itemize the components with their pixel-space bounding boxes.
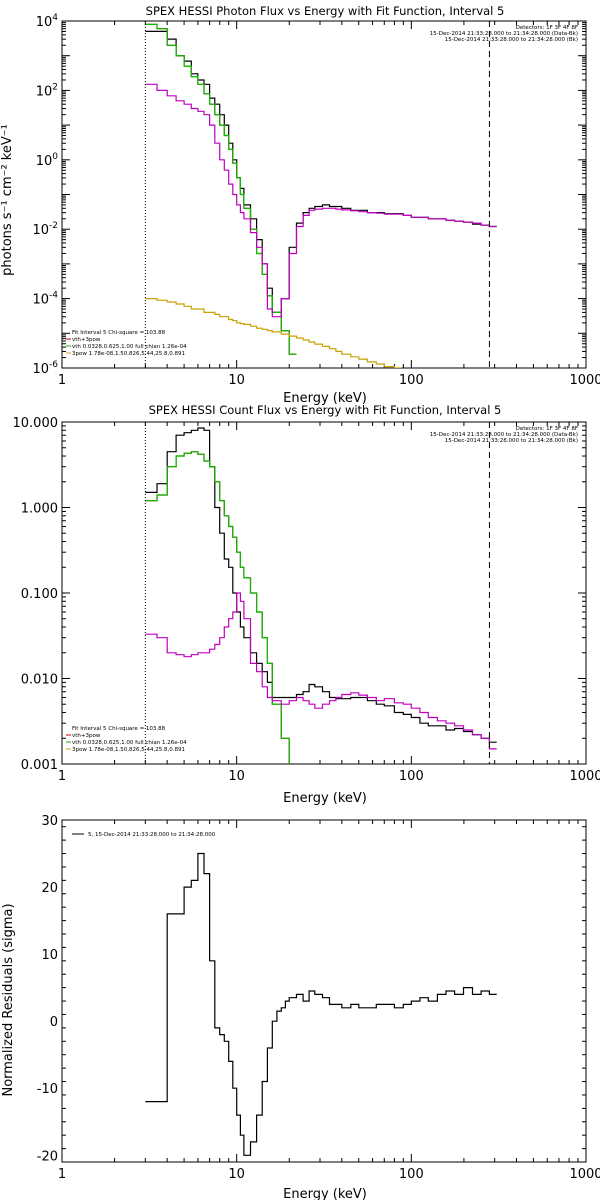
y-tick-label: 104: [36, 13, 59, 30]
y-tick-label: 20: [41, 881, 58, 896]
y-tick-label: 10-6: [32, 360, 58, 377]
y-tick-label: 1.000: [21, 502, 58, 517]
x-axis-label: Energy (keV): [283, 391, 367, 406]
plot-frame: [61, 819, 587, 1163]
x-tick-label: 100: [399, 769, 424, 784]
x-tick-label: 1: [58, 373, 66, 388]
y-tick-label: -20: [37, 1149, 58, 1164]
y-tick-label: 0.001: [21, 758, 58, 773]
series-group: [145, 427, 497, 764]
y-axis-label: Normalized Residuals (sigma): [1, 903, 16, 1096]
photon-flux-panel: SPEX HESSI Photon Flux vs Energy with Fi…: [0, 4, 600, 406]
x-axis-label: Energy (keV): [283, 1187, 367, 1200]
y-tick-label: 100: [36, 152, 59, 169]
y-axis-label: photons s⁻¹ cm⁻² keV⁻¹: [0, 124, 15, 276]
y-tick-label: 10.000: [13, 416, 59, 431]
x-tick-label: 1000: [569, 373, 600, 388]
x-tick-label: 10: [228, 373, 245, 388]
y-tick-label: 0.100: [21, 587, 58, 602]
x-tick-label: 1: [58, 1167, 66, 1182]
info-text: Detectors: 1F 3F 4F 8F: [516, 426, 578, 432]
x-tick-label: 1000: [569, 769, 600, 784]
fit-legend-text: vth 0.0328,0.625,1.00 full chian 1.26e-0…: [72, 740, 187, 746]
panel-title: SPEX HESSI Count Flux vs Energy with Fit…: [149, 403, 502, 417]
y-tick-label: 30: [41, 814, 58, 829]
info-text: 15-Dec-2014 21:33:28.000 to 21:34:28.000…: [445, 37, 578, 43]
y-tick-label: 0.010: [21, 673, 58, 688]
fit-legend-text: vth+3pow: [72, 733, 101, 739]
x-tick-label: 10: [228, 769, 245, 784]
x-tick-label: 100: [399, 373, 424, 388]
legend-text: 5, 15-Dec-2014 21:33:28.000 to 21:34:28.…: [88, 832, 216, 838]
y-tick-label: 10: [41, 948, 58, 963]
info-text: 15-Dec-2014 21:33:28.000 to 21:34:28.000…: [430, 31, 578, 37]
x-tick-label: 100: [399, 1167, 424, 1182]
series-line: [145, 427, 497, 743]
fit-legend-text: Fit Interval 5 Chi-square = 103.88: [72, 330, 166, 336]
fit-legend-text: 3pow 1.78e-08,1.50,826,5.44,25.8,0.891: [72, 747, 185, 753]
x-tick-label: 1: [58, 769, 66, 784]
series-line: [145, 83, 497, 318]
info-text: Detectors: 1F 3F 4F 8F: [516, 25, 578, 31]
count-flux-panel: SPEX HESSI Count Flux vs Energy with Fit…: [13, 403, 600, 806]
series-group: [145, 23, 497, 368]
y-tick-label: -10: [37, 1082, 58, 1097]
series-line: [145, 592, 497, 750]
series-group: [145, 852, 497, 1156]
series-line: [145, 451, 290, 764]
series-line: [145, 852, 497, 1156]
fit-legend-text: 3pow 1.78e-08,1.50,826,5.44,25.8,0.891: [72, 351, 185, 357]
fit-legend-text: vth+3pow: [72, 337, 101, 343]
fit-legend-text: vth 0.0328,0.625,1.00 full chian 1.26e-0…: [72, 344, 187, 350]
info-text: 15-Dec-2014 21:33:28.000 to 21:34:28.000…: [445, 438, 578, 444]
y-tick-label: 10-2: [32, 221, 58, 238]
series-line: [145, 298, 402, 368]
x-tick-label: 1000: [569, 1167, 600, 1182]
y-tick-label: 10-4: [32, 291, 58, 308]
x-tick-label: 10: [228, 1167, 245, 1182]
y-tick-label: 0: [50, 1015, 58, 1030]
panel-title: SPEX HESSI Photon Flux vs Energy with Fi…: [146, 4, 505, 18]
y-tick-label: 102: [36, 82, 58, 99]
x-axis-label: Energy (keV): [283, 791, 367, 806]
residuals-panel: Energy (keV) Normalized Residuals (sigma…: [1, 814, 600, 1200]
fit-legend-text: Fit Interval 5 Chi-square = 103.88: [72, 726, 166, 732]
info-text: 15-Dec-2014 21:33:28.000 to 21:34:28.000…: [430, 432, 578, 438]
